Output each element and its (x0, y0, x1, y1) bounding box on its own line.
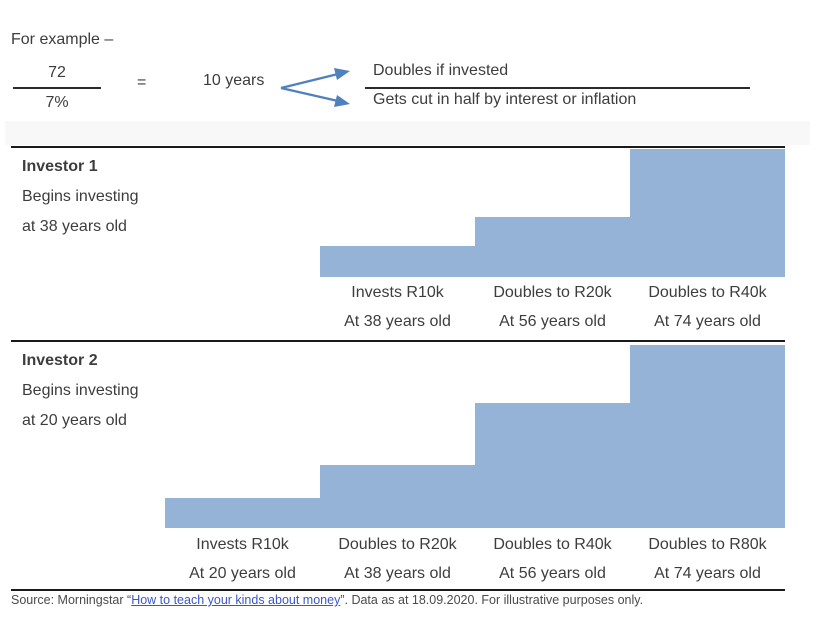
investor-1-info: Investor 1 Begins investing at 38 years … (22, 152, 139, 242)
step-bar (165, 498, 320, 528)
fraction-denominator: 7% (45, 94, 69, 111)
investor-2-step-bars (0, 342, 817, 528)
diverging-arrows-icon (280, 68, 350, 107)
investor-1-title: Investor 1 (22, 158, 98, 175)
step-label-age: At 74 years old (654, 313, 761, 330)
step-label-amount: Doubles to R20k (493, 284, 612, 301)
step-label: Doubles to R20k At 56 years old (475, 278, 630, 336)
example-intro-text: For example – (11, 31, 114, 48)
step-label-age: At 74 years old (654, 565, 761, 582)
outcome-halved-text: Gets cut in half by interest or inflatio… (373, 91, 637, 108)
source-prefix-text: Source: Morningstar “ (11, 593, 132, 607)
step-bar (320, 246, 475, 277)
equals-sign: = (137, 74, 147, 91)
source-line: Source: Morningstar “How to teach your k… (11, 593, 643, 608)
light-gray-band (5, 121, 810, 145)
result-text: 10 years (203, 72, 265, 89)
step-label-age: At 20 years old (189, 565, 296, 582)
step-label: Doubles to R40k At 56 years old (475, 530, 630, 588)
step-label: Invests R10k At 20 years old (165, 530, 320, 588)
investor-2-title: Investor 2 (22, 352, 98, 369)
outcome-doubles-text: Doubles if invested (373, 62, 509, 79)
investor-1-step-bars (0, 148, 817, 277)
step-label-age: At 56 years old (499, 565, 606, 582)
step-bar (475, 403, 630, 528)
source-suffix-text: ”. Data as at 18.09.2020. For illustrati… (340, 593, 644, 607)
step-bar (630, 345, 785, 528)
step-bar (320, 465, 475, 528)
investor-2-subtitle-line1: Begins investing (22, 382, 139, 399)
step-bar (475, 217, 630, 277)
step-label: Doubles to R40k At 74 years old (630, 278, 785, 336)
fraction-bar (13, 87, 101, 89)
investor-2-subtitle-line2: at 20 years old (22, 412, 127, 429)
step-label-age: At 38 years old (344, 313, 451, 330)
outcome-divider-line (365, 87, 750, 89)
step-label-amount: Invests R10k (196, 536, 289, 553)
step-label-age: At 56 years old (499, 313, 606, 330)
fraction-numerator: 72 (48, 64, 66, 81)
step-label: Invests R10k At 38 years old (320, 278, 475, 336)
step-label-age: At 38 years old (344, 565, 451, 582)
investor-2-info: Investor 2 Begins investing at 20 years … (22, 346, 139, 436)
step-label-amount: Doubles to R20k (338, 536, 457, 553)
step-label-amount: Doubles to R40k (648, 284, 767, 301)
step-label-amount: Doubles to R80k (648, 536, 767, 553)
investor-1-subtitle-line2: at 38 years old (22, 218, 127, 235)
section-divider-investor-1 (11, 146, 785, 148)
step-label-amount: Doubles to R40k (493, 536, 612, 553)
section-divider-investor-2 (11, 340, 785, 342)
step-label: Doubles to R20k At 38 years old (320, 530, 475, 588)
step-label: Doubles to R80k At 74 years old (630, 530, 785, 588)
footer-divider-line (11, 589, 785, 591)
source-link[interactable]: How to teach your kinds about money (131, 593, 341, 607)
fraction-72-over-7pct: 72 7% (13, 59, 101, 117)
step-label-amount: Invests R10k (351, 284, 444, 301)
step-bar (630, 149, 785, 277)
investor-1-subtitle-line1: Begins investing (22, 188, 139, 205)
